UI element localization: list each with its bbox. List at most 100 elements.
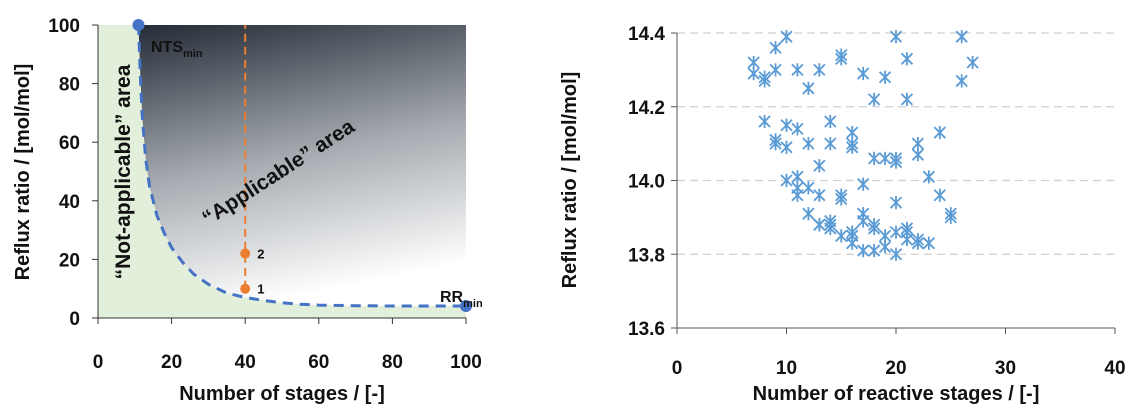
chart1-x-tick-label: 40: [235, 352, 256, 373]
nts-min-label: NTSmin: [151, 39, 203, 60]
data-point: [889, 247, 903, 261]
data-point: [824, 114, 837, 129]
data-point: [758, 74, 771, 88]
chart1-y-tick-label: 100: [48, 16, 80, 37]
data-point: [802, 81, 815, 95]
data-point: [780, 173, 793, 188]
data-point: [867, 92, 881, 106]
data-point: [835, 48, 848, 62]
chart1-y-tick-label: 40: [59, 192, 80, 213]
chart2-x-tick-label: 20: [885, 358, 906, 379]
not-applicable-area-label: “Not-applicable” area: [112, 64, 135, 279]
data-point: [911, 137, 925, 151]
data-point: [802, 137, 815, 151]
data-point: [878, 70, 892, 84]
data-point: [769, 41, 782, 55]
chart2-y-tick-label: 13.8: [628, 245, 665, 266]
chart2-x-tick-label: 40: [1104, 358, 1125, 379]
data-point: [802, 181, 815, 195]
data-point: [791, 170, 804, 184]
data-point: [780, 140, 793, 154]
data-point: [922, 170, 935, 184]
design-point-label-1: 1: [257, 282, 264, 297]
chart1-y-tick-label: 20: [59, 250, 80, 271]
data-point: [900, 52, 914, 66]
data-point: [791, 63, 804, 77]
data-point: [955, 30, 968, 44]
data-point: [846, 236, 859, 250]
data-point: [780, 30, 793, 44]
data-point: [900, 92, 914, 106]
data-point: [867, 151, 881, 165]
data-point: [944, 210, 957, 224]
data-point: [846, 125, 859, 140]
design-point-1: [240, 283, 251, 294]
data-point: [802, 207, 815, 221]
data-point: [933, 188, 946, 202]
design-point-label-2: 2: [257, 247, 264, 262]
chart2-x-axis-title: Number of reactive stages / [-]: [753, 383, 1040, 405]
chart1-x-tick-label: 100: [450, 352, 482, 373]
data-point: [769, 133, 782, 147]
data-point: [878, 151, 892, 165]
data-point: [966, 55, 979, 70]
data-point: [857, 243, 870, 258]
data-point: [955, 74, 968, 88]
data-point: [922, 236, 935, 250]
not-applicable-region: [98, 25, 466, 318]
data-point: [889, 30, 903, 44]
chart1-y-tick-label: 60: [59, 133, 80, 154]
data-point: [889, 225, 903, 239]
data-point: [889, 151, 903, 165]
data-point: [846, 140, 859, 154]
chart1-x-tick-label: 20: [161, 352, 182, 373]
design-point-2: [240, 248, 251, 259]
data-point: [933, 125, 946, 140]
data-point: [769, 63, 782, 77]
data-point: [878, 229, 892, 243]
data-point: [824, 137, 837, 151]
chart2-x-tick-label: 0: [672, 358, 683, 379]
data-point: [835, 229, 848, 243]
chart-1: 0 20 40 60 80 100 0 20 40 60 80 100 1 2 NTSmin RRmi…: [12, 16, 483, 405]
chart2-x-tick-label: 10: [776, 358, 797, 379]
data-point: [813, 63, 826, 77]
data-point: [846, 225, 859, 239]
chart2-y-tick-label: 14.2: [628, 98, 665, 119]
data-point: [747, 55, 760, 70]
data-point: [758, 114, 771, 129]
data-point: [867, 243, 881, 258]
data-point: [857, 66, 870, 81]
data-point: [780, 118, 793, 132]
chart1-y-tick-label: 0: [69, 309, 80, 330]
chart1-y-axis-title: Reflux ratio / [mol/mol]: [12, 64, 34, 281]
chart1-x-tick-label: 80: [382, 352, 403, 373]
chart2-y-tick-label: 13.6: [628, 319, 665, 340]
chart1-x-tick-label: 0: [93, 352, 104, 373]
data-point: [857, 177, 870, 191]
data-point: [824, 221, 837, 236]
chart1-x-axis-title: Number of stages / [-]: [179, 383, 385, 405]
data-point: [900, 225, 914, 239]
boundary-curve: [137, 24, 466, 308]
data-point: [911, 148, 925, 162]
data-point: [889, 196, 903, 210]
data-point: [835, 192, 848, 206]
data-point: [813, 188, 826, 202]
chart2-y-tick-label: 14.4: [628, 24, 665, 45]
rr-min-point: [460, 299, 472, 312]
chart2-y-tick-label: 14.0: [628, 172, 665, 193]
data-point: [747, 66, 760, 81]
data-point: [911, 232, 925, 247]
data-point: [857, 214, 870, 228]
data-point: [813, 159, 826, 173]
rr-min-label: RRmin: [440, 289, 483, 310]
chart-2: 0 10 20 30 40 13.6 13.8 14.0 14.2 14.4 Number of…: [559, 24, 1126, 405]
data-point: [813, 218, 826, 232]
chart2-x-tick-label: 30: [995, 358, 1016, 379]
data-point: [867, 221, 881, 236]
chart1-y-tick-label: 80: [59, 75, 80, 96]
data-point: [878, 240, 892, 254]
